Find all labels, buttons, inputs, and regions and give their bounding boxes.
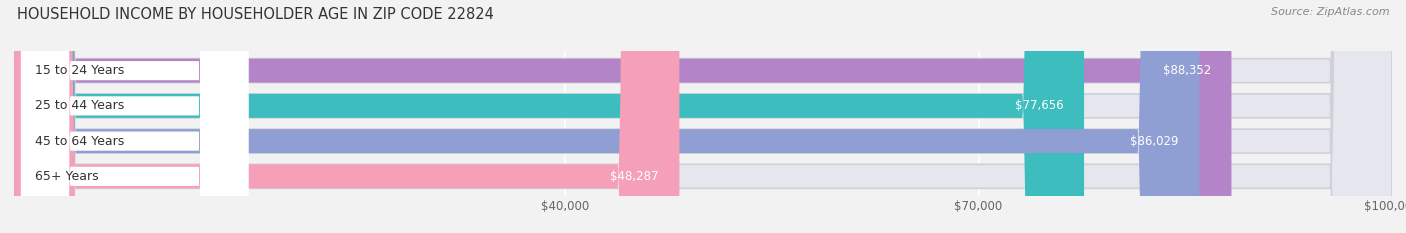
Text: $48,287: $48,287 [610,170,659,183]
Text: 65+ Years: 65+ Years [35,170,98,183]
Text: $77,656: $77,656 [1015,99,1063,112]
FancyBboxPatch shape [14,0,1392,233]
FancyBboxPatch shape [21,0,249,233]
Text: Source: ZipAtlas.com: Source: ZipAtlas.com [1271,7,1389,17]
FancyBboxPatch shape [14,0,1392,233]
FancyBboxPatch shape [14,0,1199,233]
Text: $88,352: $88,352 [1163,64,1211,77]
Text: 15 to 24 Years: 15 to 24 Years [35,64,124,77]
FancyBboxPatch shape [14,0,679,233]
FancyBboxPatch shape [14,0,1392,233]
FancyBboxPatch shape [14,0,1084,233]
Text: 45 to 64 Years: 45 to 64 Years [35,135,124,148]
Text: HOUSEHOLD INCOME BY HOUSEHOLDER AGE IN ZIP CODE 22824: HOUSEHOLD INCOME BY HOUSEHOLDER AGE IN Z… [17,7,494,22]
FancyBboxPatch shape [14,0,1232,233]
Text: $86,029: $86,029 [1130,135,1178,148]
FancyBboxPatch shape [14,0,1392,233]
Text: 25 to 44 Years: 25 to 44 Years [35,99,124,112]
FancyBboxPatch shape [21,0,249,233]
FancyBboxPatch shape [21,0,249,233]
FancyBboxPatch shape [21,0,249,233]
